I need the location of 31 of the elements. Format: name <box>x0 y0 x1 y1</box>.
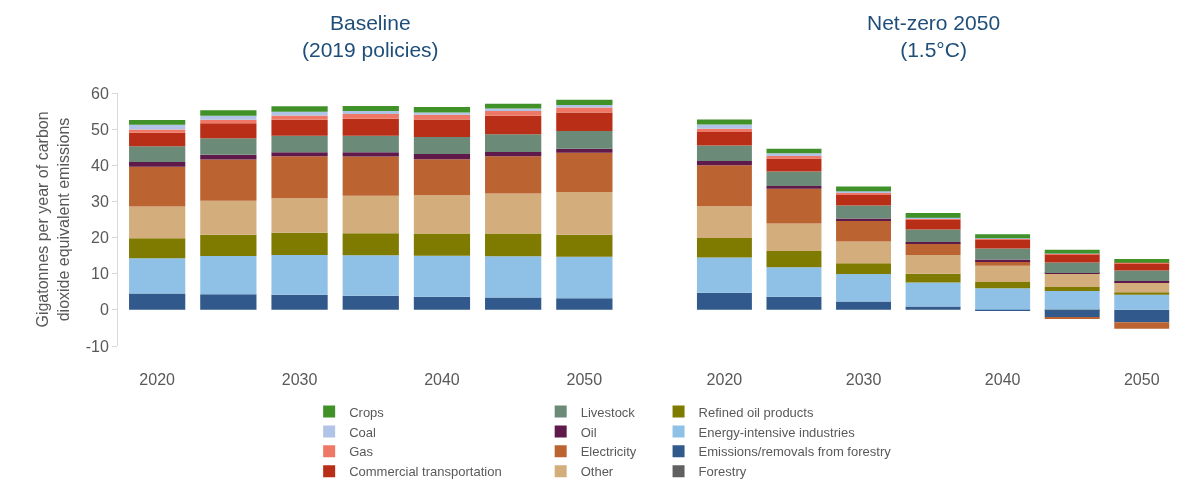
x-tick-label: 2050 <box>1123 371 1160 388</box>
y-tick-label: -10 <box>85 337 109 355</box>
chart-title: Baseline (2019 policies) <box>302 11 439 62</box>
legend-label: Coal <box>349 424 377 440</box>
x-tick-label: 2040 <box>424 371 460 388</box>
legend-label: Forestry <box>698 464 747 480</box>
x-tick-label: 2020 <box>139 371 176 388</box>
legend-label: Emissions/removals from forestry <box>698 444 892 460</box>
legend-label: Other <box>580 464 614 480</box>
x-tick-label: 2030 <box>845 371 882 388</box>
legend-label: Electricity <box>580 444 637 460</box>
legend-label: Gas <box>349 444 374 460</box>
x-tick-label: 2030 <box>281 371 318 388</box>
legend-label: Commercial transportation <box>349 464 502 480</box>
y-tick-label: 0 <box>99 301 109 319</box>
y-axis-title: Gigatonnes per year of carbon dioxide equivalent emissions <box>33 111 72 328</box>
y-tick-label: 20 <box>91 229 109 247</box>
y-tick-label: 10 <box>91 265 109 283</box>
x-tick-label: 2040 <box>984 371 1021 388</box>
y-tick-label: 50 <box>91 120 109 138</box>
y-tick-label: 60 <box>91 84 109 102</box>
legend-label: Oil <box>580 424 597 440</box>
y-tick-label: 30 <box>91 193 109 211</box>
chart-title: Net-zero 2050 (1.5°C) <box>867 11 1001 62</box>
legend-label: Crops <box>349 404 385 420</box>
y-tick-label: 40 <box>91 156 109 174</box>
legend-label: Energy-intensive industries <box>698 424 856 440</box>
x-tick-label: 2020 <box>706 371 743 388</box>
legend-label: Livestock <box>580 404 636 420</box>
x-tick-label: 2050 <box>566 371 603 388</box>
legend-label: Refined oil products <box>698 404 814 420</box>
